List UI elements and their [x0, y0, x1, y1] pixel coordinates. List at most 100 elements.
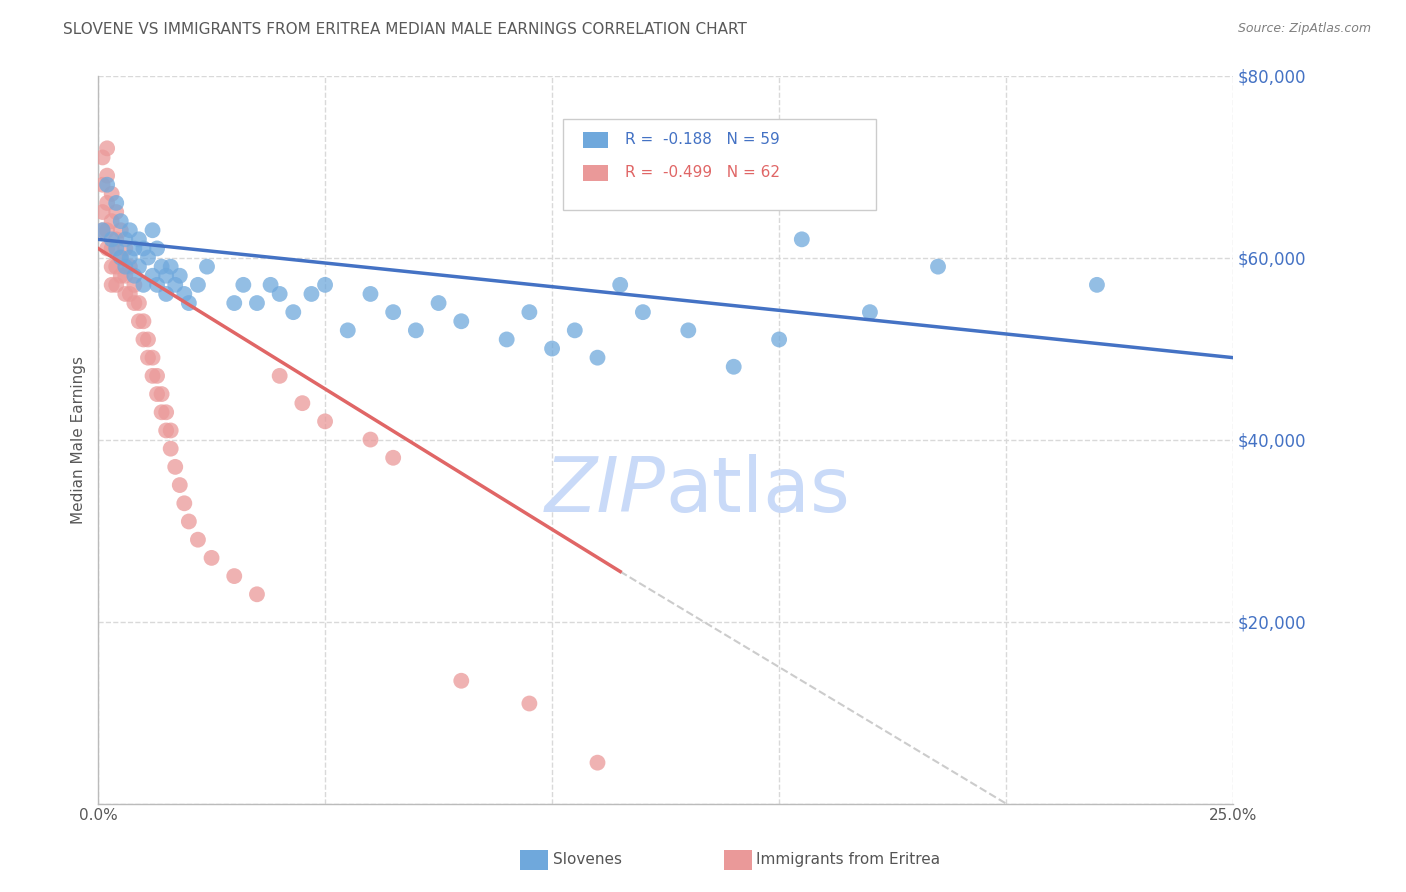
- Point: [150, 405, 173, 419]
- Point: [118, 260, 141, 274]
- Point: [91, 205, 114, 219]
- Point: [246, 587, 269, 601]
- Y-axis label: Median Male Earnings: Median Male Earnings: [72, 356, 86, 524]
- Point: [541, 342, 564, 356]
- Point: [1085, 277, 1108, 292]
- Point: [519, 697, 541, 711]
- Point: [96, 242, 118, 256]
- Point: [110, 223, 132, 237]
- Point: [495, 333, 517, 347]
- Point: [450, 314, 472, 328]
- Point: [745, 842, 768, 856]
- Point: [124, 296, 146, 310]
- Point: [723, 359, 745, 374]
- Point: [259, 277, 281, 292]
- Point: [790, 232, 813, 246]
- Point: [165, 459, 187, 474]
- Point: [124, 277, 146, 292]
- Point: [173, 287, 195, 301]
- Point: [105, 260, 128, 274]
- Point: [128, 296, 150, 310]
- Point: [631, 305, 654, 319]
- Point: [100, 277, 122, 292]
- Point: [187, 277, 209, 292]
- Point: [124, 268, 146, 283]
- Point: [114, 287, 136, 301]
- Point: [118, 251, 141, 265]
- Point: [114, 268, 136, 283]
- Point: [132, 277, 155, 292]
- Point: [105, 277, 128, 292]
- Point: [105, 205, 128, 219]
- Point: [232, 277, 254, 292]
- Point: [100, 232, 122, 246]
- Point: [141, 223, 163, 237]
- Point: [110, 251, 132, 265]
- Point: [195, 260, 218, 274]
- Point: [187, 533, 209, 547]
- Point: [91, 223, 114, 237]
- Point: [159, 424, 181, 438]
- Text: Immigrants from Eritrea: Immigrants from Eritrea: [756, 853, 941, 867]
- Point: [96, 169, 118, 183]
- Point: [150, 387, 173, 401]
- Point: [382, 450, 405, 465]
- Point: [314, 414, 336, 428]
- Point: [141, 368, 163, 383]
- Point: [136, 251, 159, 265]
- Point: [105, 242, 128, 256]
- Point: [169, 268, 191, 283]
- Point: [105, 196, 128, 211]
- Point: [146, 387, 169, 401]
- Point: [118, 223, 141, 237]
- Point: [336, 323, 359, 337]
- Point: [155, 405, 177, 419]
- Point: [450, 673, 472, 688]
- Text: R =  -0.188   N = 59: R = -0.188 N = 59: [624, 132, 779, 147]
- Text: Source: ZipAtlas.com: Source: ZipAtlas.com: [1237, 22, 1371, 36]
- FancyBboxPatch shape: [582, 165, 607, 181]
- Point: [177, 515, 200, 529]
- Point: [91, 150, 114, 164]
- Point: [859, 305, 882, 319]
- Point: [100, 260, 122, 274]
- Point: [586, 756, 609, 770]
- Point: [146, 277, 169, 292]
- Point: [141, 268, 163, 283]
- Point: [124, 242, 146, 256]
- Point: [128, 232, 150, 246]
- Point: [159, 260, 181, 274]
- Point: [96, 196, 118, 211]
- Point: [100, 242, 122, 256]
- Point: [427, 296, 450, 310]
- Point: [136, 351, 159, 365]
- Point: [118, 287, 141, 301]
- Point: [114, 232, 136, 246]
- Point: [519, 305, 541, 319]
- FancyBboxPatch shape: [564, 120, 876, 211]
- Point: [96, 223, 118, 237]
- Point: [564, 323, 586, 337]
- Point: [91, 178, 114, 192]
- Point: [132, 333, 155, 347]
- Point: [359, 287, 381, 301]
- Point: [110, 251, 132, 265]
- Point: [678, 323, 700, 337]
- Text: atlas: atlas: [665, 453, 851, 527]
- Point: [132, 242, 155, 256]
- Point: [200, 550, 222, 565]
- Point: [105, 232, 128, 246]
- Point: [283, 305, 305, 319]
- Point: [100, 214, 122, 228]
- Point: [155, 268, 177, 283]
- Point: [96, 141, 118, 155]
- Point: [128, 314, 150, 328]
- Point: [768, 333, 790, 347]
- Point: [269, 287, 291, 301]
- Text: ZIP: ZIP: [544, 453, 665, 527]
- Point: [146, 242, 169, 256]
- Point: [128, 260, 150, 274]
- Point: [224, 569, 246, 583]
- Point: [96, 178, 118, 192]
- Point: [269, 368, 291, 383]
